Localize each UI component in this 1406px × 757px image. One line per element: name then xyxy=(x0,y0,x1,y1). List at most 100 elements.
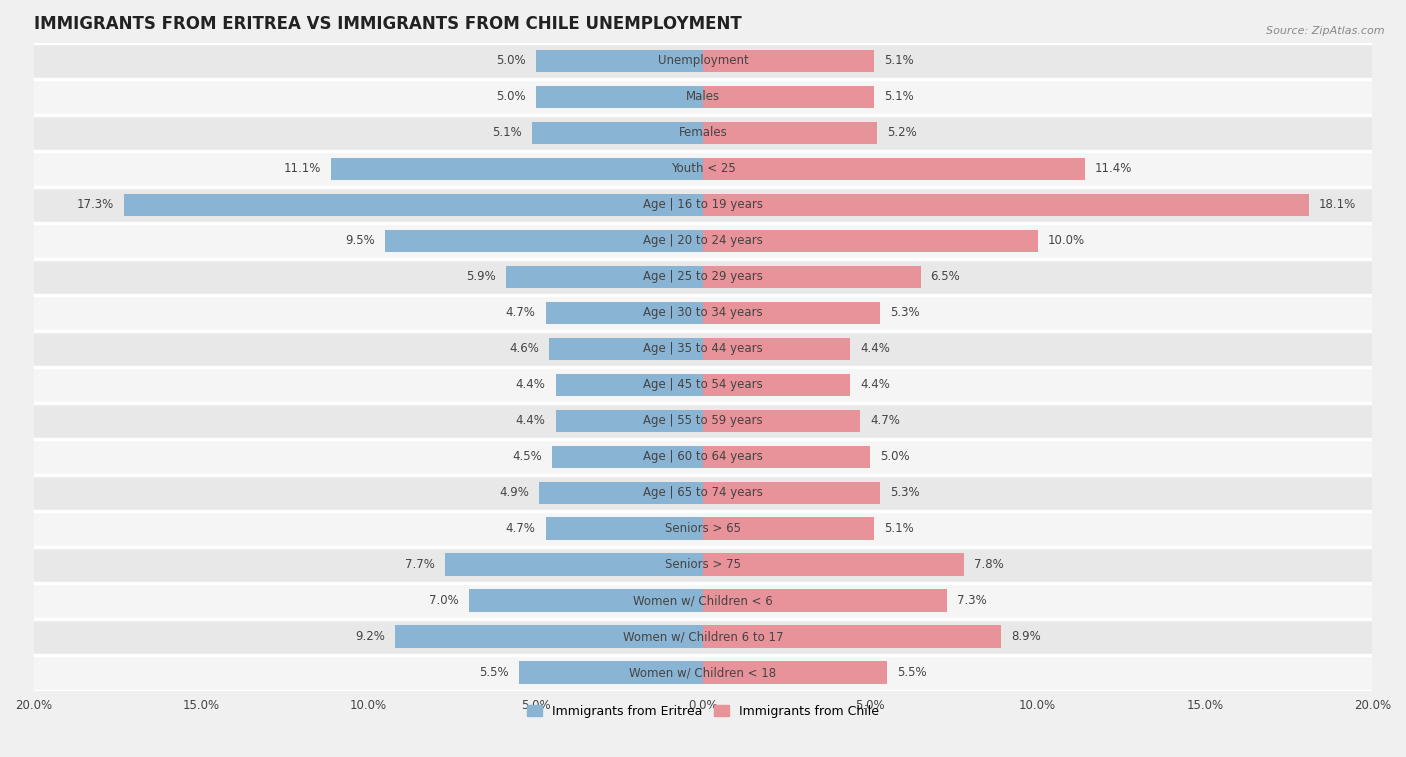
Text: Age | 35 to 44 years: Age | 35 to 44 years xyxy=(643,342,763,355)
Bar xyxy=(124,194,703,216)
Bar xyxy=(34,79,1372,115)
Bar xyxy=(703,301,880,324)
Bar xyxy=(703,86,873,108)
Bar xyxy=(395,625,703,648)
Bar xyxy=(34,43,1372,79)
Text: Women w/ Children < 18: Women w/ Children < 18 xyxy=(630,666,776,679)
Bar xyxy=(385,229,703,252)
Bar xyxy=(703,266,921,288)
Bar xyxy=(538,481,703,504)
Bar xyxy=(703,50,873,72)
Text: 5.0%: 5.0% xyxy=(496,55,526,67)
Bar xyxy=(703,446,870,468)
Bar xyxy=(34,223,1372,259)
Bar xyxy=(34,187,1372,223)
Bar xyxy=(703,625,1001,648)
Text: 4.4%: 4.4% xyxy=(860,342,890,355)
Bar xyxy=(555,410,703,431)
Bar xyxy=(34,618,1372,655)
Text: Seniors > 75: Seniors > 75 xyxy=(665,558,741,571)
Bar xyxy=(34,115,1372,151)
Bar xyxy=(34,151,1372,187)
Bar xyxy=(332,157,703,180)
Bar xyxy=(546,518,703,540)
Text: Youth < 25: Youth < 25 xyxy=(671,162,735,176)
Bar xyxy=(703,229,1038,252)
Text: Unemployment: Unemployment xyxy=(658,55,748,67)
Legend: Immigrants from Eritrea, Immigrants from Chile: Immigrants from Eritrea, Immigrants from… xyxy=(522,700,884,723)
Text: 7.7%: 7.7% xyxy=(405,558,436,571)
Text: Age | 60 to 64 years: Age | 60 to 64 years xyxy=(643,450,763,463)
Bar xyxy=(34,331,1372,366)
Bar xyxy=(506,266,703,288)
Text: 11.4%: 11.4% xyxy=(1095,162,1132,176)
Bar xyxy=(519,662,703,684)
Text: 4.4%: 4.4% xyxy=(860,378,890,391)
Text: IMMIGRANTS FROM ERITREA VS IMMIGRANTS FROM CHILE UNEMPLOYMENT: IMMIGRANTS FROM ERITREA VS IMMIGRANTS FR… xyxy=(34,15,741,33)
Text: 5.1%: 5.1% xyxy=(884,55,914,67)
Text: 5.0%: 5.0% xyxy=(880,450,910,463)
Text: 5.3%: 5.3% xyxy=(890,486,920,499)
Bar xyxy=(555,373,703,396)
Text: 7.0%: 7.0% xyxy=(429,594,458,607)
Bar xyxy=(703,157,1084,180)
Text: 9.5%: 9.5% xyxy=(346,234,375,248)
Bar xyxy=(34,294,1372,331)
Bar xyxy=(536,50,703,72)
Bar xyxy=(703,590,948,612)
Text: 4.6%: 4.6% xyxy=(509,342,538,355)
Bar xyxy=(446,553,703,576)
Bar xyxy=(703,481,880,504)
Text: 5.0%: 5.0% xyxy=(496,90,526,104)
Text: Age | 20 to 24 years: Age | 20 to 24 years xyxy=(643,234,763,248)
Bar xyxy=(468,590,703,612)
Text: Age | 30 to 34 years: Age | 30 to 34 years xyxy=(643,307,763,319)
Text: 5.5%: 5.5% xyxy=(479,666,509,679)
Bar xyxy=(34,655,1372,690)
Text: 4.7%: 4.7% xyxy=(506,307,536,319)
Text: 5.1%: 5.1% xyxy=(884,522,914,535)
Bar xyxy=(703,518,873,540)
Text: 8.9%: 8.9% xyxy=(1011,630,1040,643)
Text: Age | 25 to 29 years: Age | 25 to 29 years xyxy=(643,270,763,283)
Text: 5.2%: 5.2% xyxy=(887,126,917,139)
Bar xyxy=(34,583,1372,618)
Bar xyxy=(703,662,887,684)
Bar xyxy=(34,403,1372,439)
Text: 5.9%: 5.9% xyxy=(465,270,495,283)
Bar xyxy=(34,259,1372,294)
Bar xyxy=(703,553,965,576)
Text: Source: ZipAtlas.com: Source: ZipAtlas.com xyxy=(1267,26,1385,36)
Text: Males: Males xyxy=(686,90,720,104)
Text: 4.4%: 4.4% xyxy=(516,414,546,427)
Text: 4.7%: 4.7% xyxy=(870,414,900,427)
Text: Age | 65 to 74 years: Age | 65 to 74 years xyxy=(643,486,763,499)
Bar xyxy=(34,547,1372,583)
Bar xyxy=(34,511,1372,547)
Text: Age | 55 to 59 years: Age | 55 to 59 years xyxy=(643,414,763,427)
Text: 4.7%: 4.7% xyxy=(506,522,536,535)
Text: Women w/ Children 6 to 17: Women w/ Children 6 to 17 xyxy=(623,630,783,643)
Text: 5.5%: 5.5% xyxy=(897,666,927,679)
Text: 11.1%: 11.1% xyxy=(284,162,322,176)
Text: 5.1%: 5.1% xyxy=(884,90,914,104)
Text: Age | 16 to 19 years: Age | 16 to 19 years xyxy=(643,198,763,211)
Text: 18.1%: 18.1% xyxy=(1319,198,1357,211)
Bar xyxy=(703,122,877,144)
Text: 4.5%: 4.5% xyxy=(513,450,543,463)
Text: 10.0%: 10.0% xyxy=(1047,234,1085,248)
Bar xyxy=(703,373,851,396)
Bar xyxy=(703,338,851,360)
Bar xyxy=(546,301,703,324)
Text: 6.5%: 6.5% xyxy=(931,270,960,283)
Bar xyxy=(536,86,703,108)
Bar xyxy=(34,475,1372,511)
Text: 5.3%: 5.3% xyxy=(890,307,920,319)
Text: 7.8%: 7.8% xyxy=(974,558,1004,571)
Text: 4.4%: 4.4% xyxy=(516,378,546,391)
Text: 7.3%: 7.3% xyxy=(957,594,987,607)
Bar xyxy=(553,446,703,468)
Bar xyxy=(548,338,703,360)
Bar xyxy=(703,410,860,431)
Text: Seniors > 65: Seniors > 65 xyxy=(665,522,741,535)
